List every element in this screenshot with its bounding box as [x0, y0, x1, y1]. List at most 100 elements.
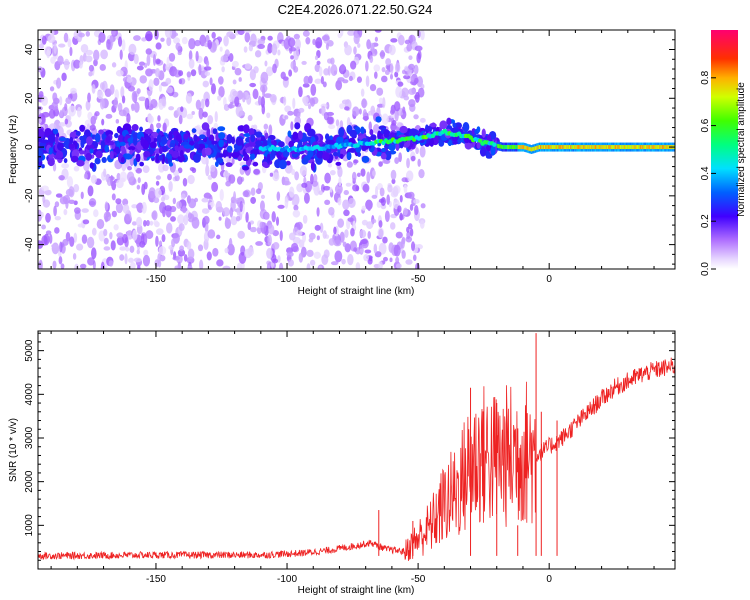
- speckle: [378, 242, 387, 255]
- speckle: [39, 43, 44, 49]
- speckle: [113, 224, 119, 231]
- speckle: [226, 31, 234, 38]
- speckle: [252, 88, 259, 100]
- speckle: [182, 177, 188, 187]
- spectrogram-heatmap: [38, 30, 675, 269]
- speckle: [111, 210, 117, 218]
- speckle: [51, 101, 58, 111]
- speckle: [227, 103, 235, 109]
- speckle: [318, 66, 323, 77]
- speckle: [282, 76, 289, 81]
- carrier-core: [575, 145, 577, 150]
- carrier-core: [529, 147, 531, 152]
- carrier-core: [623, 145, 626, 150]
- speckle: [191, 110, 195, 116]
- speckle: [202, 111, 208, 118]
- speckle: [181, 205, 187, 214]
- speckle: [187, 265, 193, 269]
- band-blob: [95, 150, 103, 159]
- speckle: [371, 194, 378, 199]
- speckle: [116, 232, 124, 238]
- speckle: [132, 229, 138, 241]
- band-blob: [183, 133, 189, 140]
- speckle: [302, 96, 309, 104]
- colorbar-tick-label: 0.2: [700, 214, 711, 228]
- speckle: [103, 228, 108, 237]
- carrier-core: [521, 145, 524, 150]
- band-blob: [76, 159, 85, 167]
- speckle: [298, 252, 304, 263]
- speckle: [337, 197, 342, 206]
- speckle: [221, 66, 225, 73]
- band-blob: [381, 148, 386, 153]
- carrier-core: [605, 145, 607, 150]
- speckle: [297, 112, 301, 119]
- speckle: [154, 30, 159, 40]
- band-blob: [383, 129, 390, 138]
- speckle: [294, 38, 301, 50]
- carrier-core: [616, 145, 618, 150]
- carrier-core: [606, 145, 609, 150]
- speckle: [249, 69, 256, 81]
- speckle: [173, 37, 181, 45]
- speckle: [64, 118, 69, 125]
- speckle: [284, 115, 289, 120]
- speckle: [99, 82, 105, 90]
- speckle: [267, 42, 273, 54]
- carrier-core: [622, 145, 624, 150]
- speckle: [316, 207, 320, 217]
- speckle: [327, 65, 331, 76]
- speckle: [252, 124, 258, 131]
- speckle: [120, 86, 125, 98]
- speckle: [111, 62, 117, 68]
- speckle: [287, 37, 296, 48]
- speckle: [162, 164, 169, 172]
- speckle: [415, 147, 419, 155]
- carrier-core: [532, 147, 534, 152]
- speckle: [223, 35, 229, 47]
- speckle: [239, 111, 246, 116]
- band-blob: [218, 153, 224, 158]
- speckle: [80, 191, 84, 200]
- speckle: [330, 261, 339, 266]
- speckle: [381, 67, 386, 73]
- speckle: [49, 86, 55, 92]
- speckle: [63, 208, 68, 216]
- speckle: [145, 219, 150, 227]
- speckle: [389, 62, 394, 75]
- band-blob: [481, 128, 486, 138]
- top-x-axis-label: Height of straight line (km): [298, 286, 415, 297]
- speckle: [207, 229, 216, 239]
- speckle: [79, 61, 83, 69]
- speckle: [119, 246, 127, 251]
- speckle: [257, 38, 266, 45]
- top-y-tick-label: 40: [24, 44, 35, 56]
- speckle: [87, 257, 95, 266]
- speckle: [344, 229, 349, 238]
- speckle: [389, 109, 395, 115]
- speckle: [403, 207, 408, 216]
- speckle: [155, 228, 164, 235]
- speckle: [278, 262, 284, 269]
- band-blob: [212, 128, 218, 135]
- speckle: [353, 46, 357, 55]
- speckle: [353, 33, 360, 45]
- carrier-core: [550, 145, 552, 150]
- speckle: [388, 44, 396, 56]
- speckle: [272, 229, 279, 237]
- speckle: [368, 121, 372, 132]
- speckle: [183, 254, 188, 262]
- speckle: [88, 64, 94, 72]
- speckle: [271, 211, 276, 223]
- speckle: [250, 196, 257, 204]
- speckle: [347, 217, 354, 222]
- speckle: [166, 36, 172, 47]
- band-blob: [128, 146, 136, 151]
- carrier-core: [566, 145, 568, 150]
- speckle: [105, 113, 113, 119]
- speckle: [401, 177, 408, 183]
- speckle: [346, 161, 353, 168]
- carrier-core: [609, 145, 611, 150]
- speckle: [419, 117, 426, 123]
- bottom-plot-frame: [37, 330, 676, 570]
